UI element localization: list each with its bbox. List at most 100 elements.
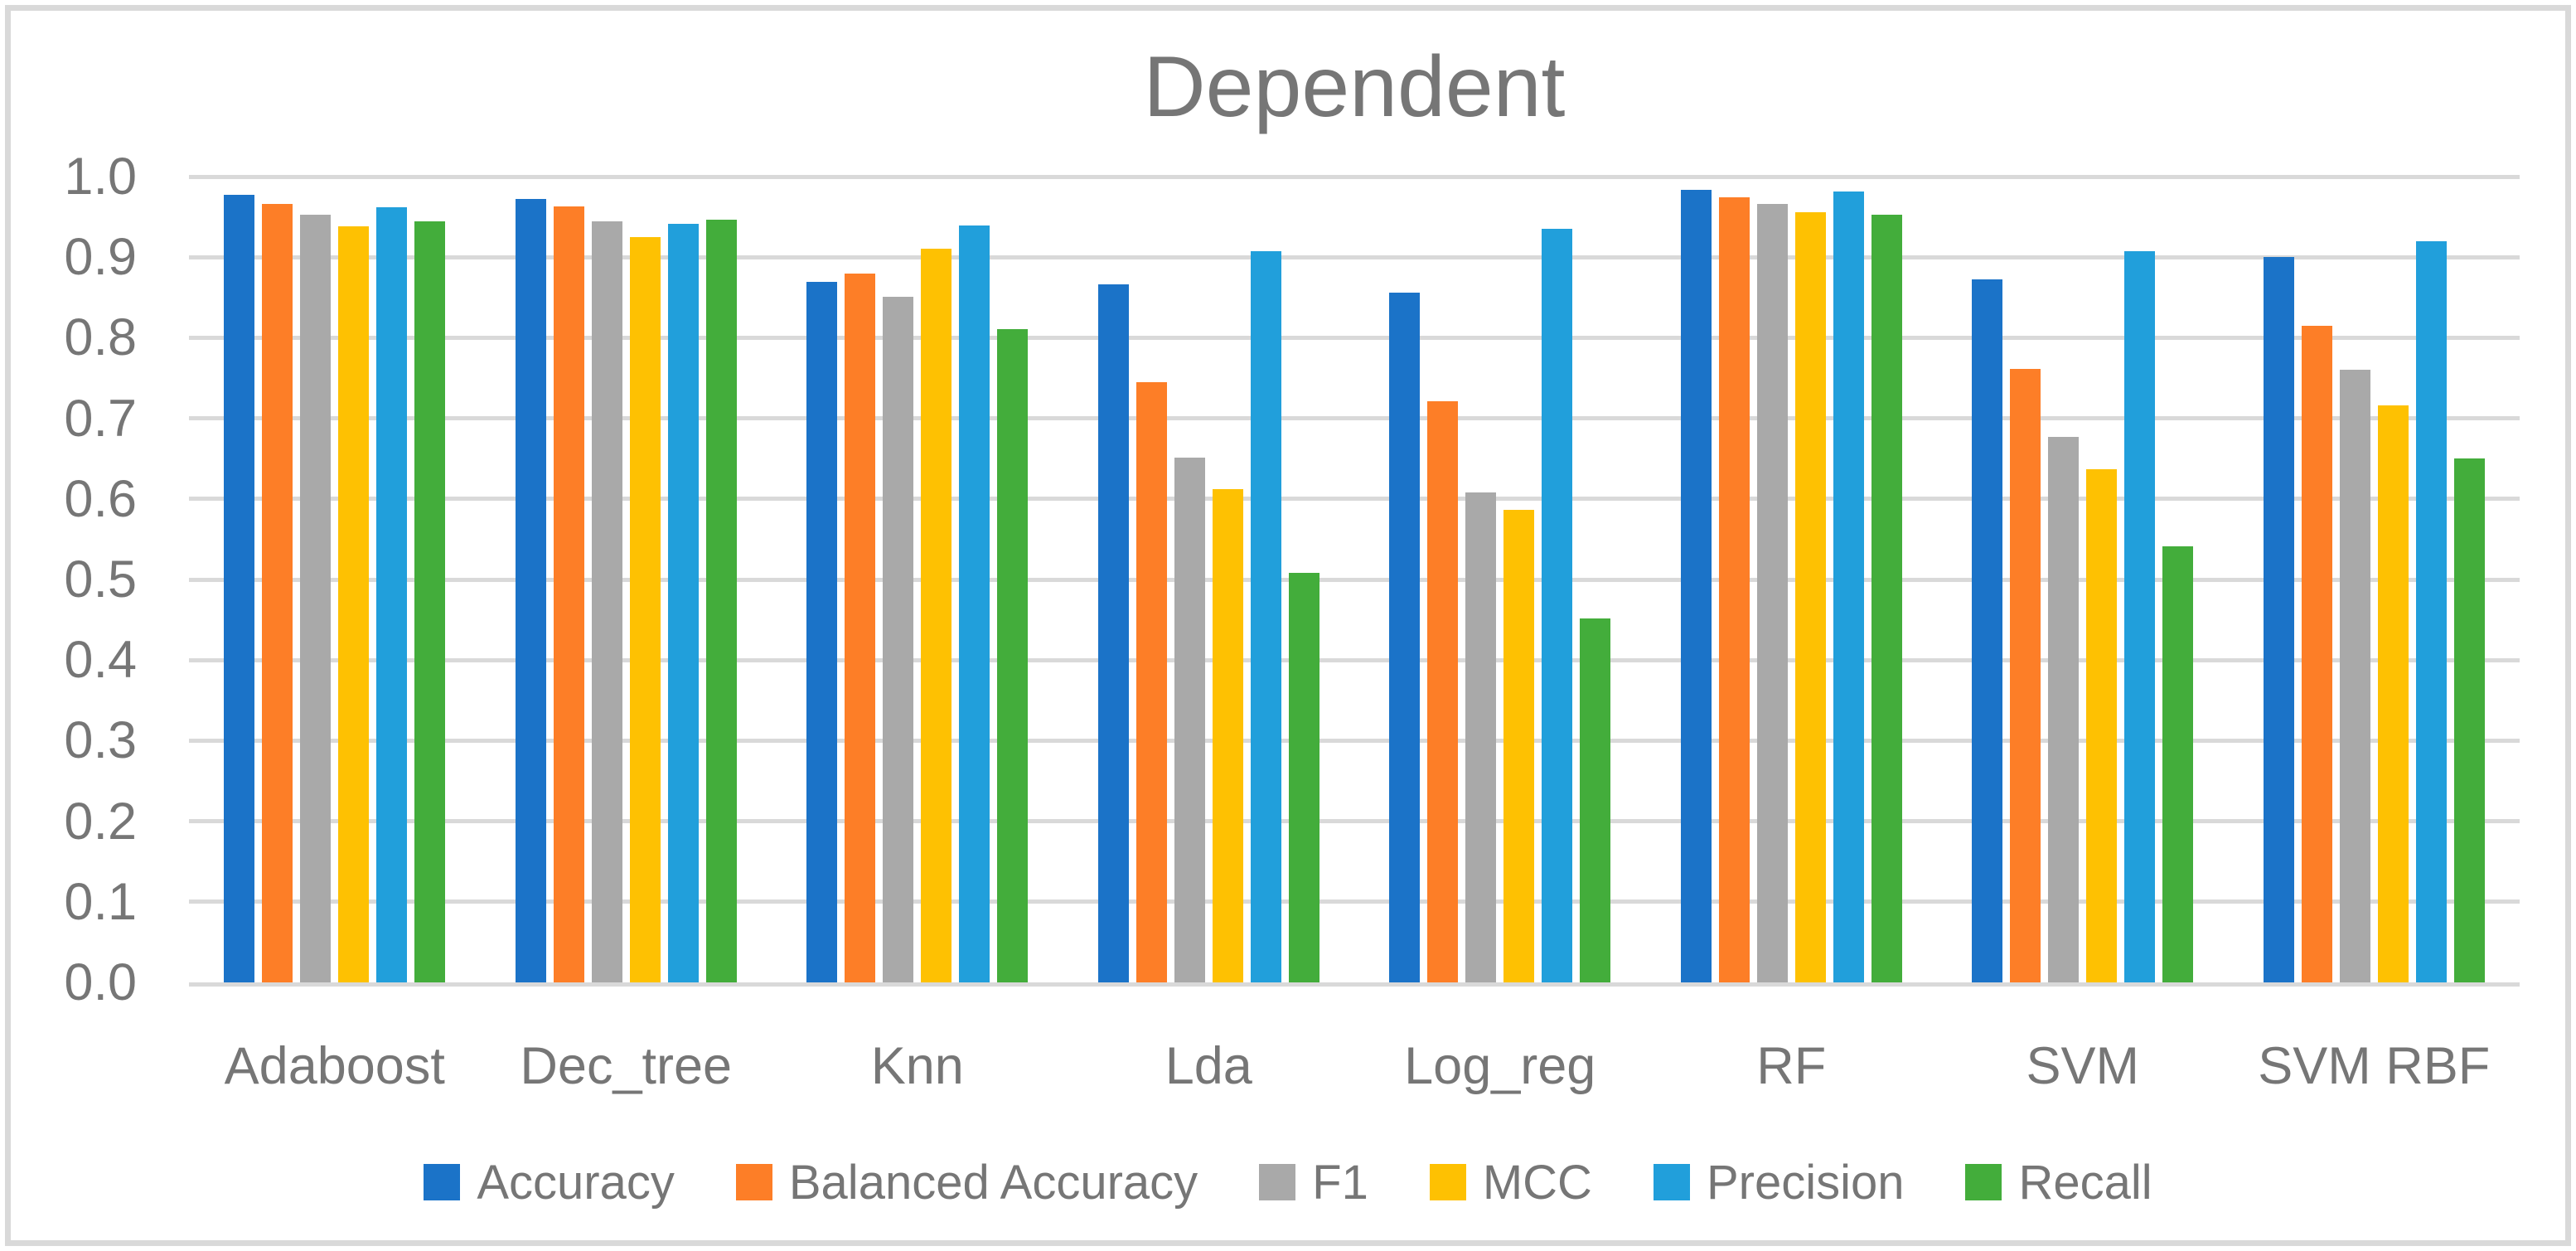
bar-Balanced Accuracy-Log_reg bbox=[1427, 401, 1459, 982]
y-tick-label-0.7: 0.7 bbox=[64, 389, 137, 448]
legend-swatch-Recall bbox=[1965, 1164, 2002, 1200]
x-category-label-RF: RF bbox=[1756, 1037, 1827, 1095]
gridline-0.8 bbox=[189, 335, 2520, 340]
x-category-label-Knn: Knn bbox=[870, 1037, 964, 1095]
bar-MCC-Adaboost bbox=[338, 226, 370, 982]
legend-swatch-F1 bbox=[1259, 1164, 1296, 1200]
x-axis-category-labels: Adaboost Dec_tree Knn Lda Log_reg RF SVM SVM RB… bbox=[189, 1028, 2520, 1104]
gridline-0.0 bbox=[189, 982, 2520, 987]
bar-Precision-SVM RBF bbox=[2415, 240, 2447, 982]
bar-Accuracy-Knn bbox=[806, 282, 838, 982]
legend-label-Recall: Recall bbox=[2018, 1155, 2152, 1210]
bar-Precision-Log_reg bbox=[1542, 229, 1573, 982]
bar-Accuracy-RF bbox=[1680, 189, 1712, 982]
bar-F1-SVM RBF bbox=[2339, 370, 2370, 982]
y-tick-label-0.4: 0.4 bbox=[64, 631, 137, 690]
bar-Precision-Lda bbox=[1250, 251, 1281, 982]
gridline-0.9 bbox=[189, 255, 2520, 259]
y-tick-label-0.2: 0.2 bbox=[64, 792, 137, 851]
x-category-label-Lda: Lda bbox=[1165, 1037, 1252, 1095]
legend-item-Precision: Precision bbox=[1653, 1155, 1905, 1210]
legend-item-F1: F1 bbox=[1259, 1155, 1368, 1210]
bar-MCC-RF bbox=[1794, 211, 1826, 982]
bar-Precision-Adaboost bbox=[376, 206, 408, 982]
x-category-label-SVM RBF: SVM RBF bbox=[2258, 1037, 2491, 1095]
bar-group-RF bbox=[1646, 177, 1938, 982]
y-axis-tick-labels: 0.0 0.1 0.2 0.3 0.4 0.5 0.6 0.7 0.8 0.9 1.0 bbox=[17, 148, 137, 1011]
bar-F1-Dec_tree bbox=[591, 221, 622, 982]
y-tick-label-0.3: 0.3 bbox=[64, 711, 137, 770]
y-tick-label-0.5: 0.5 bbox=[64, 550, 137, 609]
legend-swatch-Accuracy bbox=[424, 1164, 461, 1200]
gridline-0.1 bbox=[189, 899, 2520, 904]
bar-Recall-SVM bbox=[2162, 546, 2194, 982]
bar-Balanced Accuracy-Lda bbox=[1135, 381, 1167, 982]
gridline-0.5 bbox=[189, 577, 2520, 582]
chart-frame-border bbox=[5, 5, 2571, 1246]
bar-Recall-Knn bbox=[997, 328, 1029, 982]
bar-Recall-Log_reg bbox=[1580, 618, 1611, 982]
legend-label-F1: F1 bbox=[1312, 1155, 1368, 1210]
bar-Precision-SVM bbox=[2124, 251, 2156, 982]
bar-Accuracy-Dec_tree bbox=[515, 199, 546, 982]
bar-group-Adaboost bbox=[189, 177, 481, 982]
bar-MCC-Log_reg bbox=[1503, 510, 1535, 982]
bar-F1-Log_reg bbox=[1465, 492, 1497, 982]
bar-group-SVM bbox=[1937, 177, 2229, 982]
gridline-0.6 bbox=[189, 497, 2520, 502]
x-category-label-Adaboost: Adaboost bbox=[224, 1037, 445, 1095]
y-tick-label-0.0: 0.0 bbox=[64, 953, 137, 1011]
bar-Recall-Lda bbox=[1288, 573, 1319, 982]
chart-title: Dependent bbox=[1143, 39, 1566, 135]
bar-group-Dec_tree bbox=[481, 177, 772, 982]
y-tick-label-1.0: 1.0 bbox=[64, 148, 137, 206]
legend-label-Accuracy: Accuracy bbox=[477, 1155, 675, 1210]
legend-item-MCC: MCC bbox=[1429, 1155, 1592, 1210]
y-tick-label-0.9: 0.9 bbox=[64, 228, 137, 287]
bar-Accuracy-Adaboost bbox=[224, 195, 255, 982]
bar-MCC-Knn bbox=[921, 249, 952, 982]
bar-F1-Lda bbox=[1174, 458, 1205, 982]
bar-group-Lda bbox=[1063, 177, 1355, 982]
bar-Balanced Accuracy-Adaboost bbox=[262, 204, 293, 982]
bar-MCC-SVM RBF bbox=[2377, 405, 2409, 982]
legend-swatch-Balanced Accuracy bbox=[735, 1164, 772, 1200]
bar-Precision-RF bbox=[1833, 192, 1864, 982]
bar-Recall-SVM RBF bbox=[2453, 458, 2485, 982]
bar-Recall-Adaboost bbox=[414, 221, 446, 982]
bar-F1-SVM bbox=[2048, 436, 2080, 982]
bar-group-SVM RBF bbox=[2229, 177, 2520, 982]
bar-F1-Adaboost bbox=[300, 214, 332, 982]
gridline-0.3 bbox=[189, 738, 2520, 743]
legend-label-Precision: Precision bbox=[1706, 1155, 1905, 1210]
bar-MCC-Lda bbox=[1212, 489, 1243, 982]
y-tick-label-0.6: 0.6 bbox=[64, 469, 137, 528]
y-tick-label-0.1: 0.1 bbox=[64, 872, 137, 931]
gridline-1.0 bbox=[189, 174, 2520, 179]
bar-MCC-SVM bbox=[2086, 468, 2118, 982]
bar-Balanced Accuracy-Dec_tree bbox=[553, 206, 584, 982]
x-category-label-Dec_tree: Dec_tree bbox=[520, 1037, 733, 1095]
bar-Balanced Accuracy-RF bbox=[1718, 197, 1750, 982]
bar-Precision-Dec_tree bbox=[667, 224, 699, 982]
bar-groups bbox=[189, 177, 2520, 982]
legend-item-Recall: Recall bbox=[1965, 1155, 2152, 1210]
legend-swatch-MCC bbox=[1429, 1164, 1466, 1200]
bar-group-Knn bbox=[772, 177, 1063, 982]
bar-Precision-Knn bbox=[959, 225, 990, 982]
bar-Accuracy-SVM RBF bbox=[2263, 257, 2294, 982]
bar-Recall-RF bbox=[1871, 214, 1902, 982]
x-category-label-SVM: SVM bbox=[2026, 1037, 2140, 1095]
x-category-label-Log_reg: Log_reg bbox=[1404, 1037, 1596, 1095]
bar-group-Log_reg bbox=[1354, 177, 1646, 982]
bar-Accuracy-Log_reg bbox=[1389, 292, 1421, 982]
gridline-0.4 bbox=[189, 657, 2520, 662]
bar-MCC-Dec_tree bbox=[629, 236, 661, 982]
legend: Accuracy Balanced Accuracy F1 MCC Precision R… bbox=[0, 1142, 2576, 1222]
legend-item-Balanced Accuracy: Balanced Accuracy bbox=[735, 1155, 1198, 1210]
bar-Recall-Dec_tree bbox=[705, 219, 737, 982]
bar-Balanced Accuracy-SVM RBF bbox=[2301, 325, 2332, 982]
bar-F1-Knn bbox=[883, 296, 914, 982]
legend-label-MCC: MCC bbox=[1482, 1155, 1592, 1210]
